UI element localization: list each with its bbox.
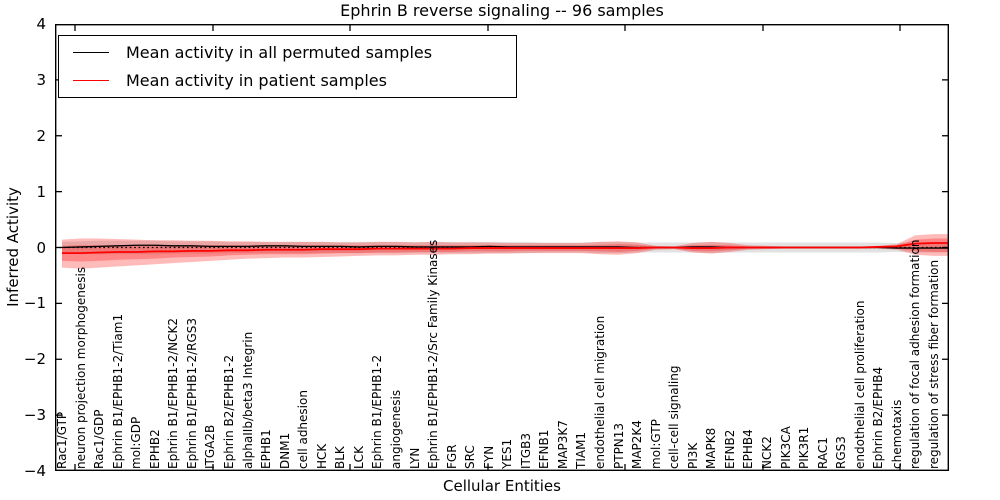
x-category-label: HCK — [314, 443, 329, 469]
y-tick-label: −1 — [23, 294, 46, 313]
x-category-label: RAC1 — [815, 437, 830, 469]
x-category-label: Ephrin B1/EPHB1-2/RGS3 — [184, 317, 199, 469]
x-category-label: Ephrin B1/EPHB1-2/Src Family Kinases — [426, 239, 441, 469]
x-category-label: endothelial cell proliferation — [852, 300, 867, 469]
x-category-label: regulation of stress fiber formation — [927, 259, 941, 469]
y-tick-label: 0 — [36, 238, 46, 257]
x-category-label: NCK2 — [760, 436, 775, 469]
x-category-label: Ephrin B1/EPHB1-2/NCK2 — [166, 318, 181, 469]
x-category-label: BLK — [333, 446, 348, 469]
x-category-label: Ephrin B2/EPHB4 — [871, 366, 886, 469]
chart-title: Ephrin B reverse signaling -- 96 samples — [340, 1, 664, 20]
chart-canvas — [55, 24, 949, 471]
x-category-label: MAP2K4 — [630, 420, 645, 469]
x-category-label: EFNB2 — [722, 429, 737, 469]
legend-entry-patient: Mean activity in patient samples — [59, 67, 516, 95]
x-category-label: ITGB3 — [518, 432, 533, 469]
x-category-label: SRC — [463, 445, 478, 469]
legend-entry-permuted: Mean activity in all permuted samples — [59, 39, 516, 67]
y-tick-label: −2 — [23, 350, 46, 369]
patient-mean-line — [62, 242, 949, 254]
x-category-label: ITGA2B — [203, 424, 218, 469]
x-category-label: PIK3CA — [778, 426, 793, 469]
x-category-label: YES1 — [500, 438, 515, 469]
y-tick-label: −3 — [23, 406, 46, 425]
x-category-label: TIAM1 — [574, 431, 589, 469]
x-category-label: cell adhesion — [296, 390, 311, 469]
x-axis-label: Cellular Entities — [443, 477, 561, 495]
patient-samples-range-inner-band — [62, 238, 949, 262]
x-category-label: PTPN13 — [611, 422, 626, 469]
x-category-label: RGS3 — [834, 436, 849, 469]
x-category-label: Rac1/GDP — [92, 409, 107, 469]
x-category-label: regulation of focal adhesion formation — [908, 239, 923, 469]
patient-line-swatch-icon — [73, 80, 109, 81]
x-category-label: FYN — [481, 445, 496, 469]
legend: Mean activity in all permuted samples Me… — [58, 35, 517, 98]
x-category-label: alphaIIb/beta3 Integrin — [240, 331, 255, 469]
x-category-label: neuron projection morphogenesis — [73, 266, 88, 469]
y-tick-label: −4 — [23, 462, 46, 480]
x-category-label: mol:GDP — [129, 416, 144, 469]
x-category-label: EPHB1 — [259, 429, 274, 469]
x-category-label: FGR — [444, 444, 459, 469]
x-category-label: EPHB4 — [741, 429, 756, 469]
x-category-label: PI3K — [685, 442, 700, 469]
x-category-label: EPHB2 — [147, 429, 162, 469]
plot-frame — [55, 24, 949, 471]
legend-label-patient: Mean activity in patient samples — [126, 71, 387, 90]
y-tick-label: 2 — [36, 126, 46, 145]
y-tick-label: 1 — [36, 182, 46, 201]
x-category-label: Rac1/GTP — [55, 411, 69, 469]
legend-label-permuted: Mean activity in all permuted samples — [126, 43, 433, 62]
x-category-label: Ephrin B1/EPHB1-2 — [370, 354, 385, 469]
y-tick-label: 4 — [36, 15, 46, 33]
x-category-label: MAPK8 — [704, 427, 719, 469]
x-category-label: MAP3K7 — [555, 420, 570, 469]
x-category-label: angiogenesis — [388, 389, 403, 469]
x-category-label: chemotaxis — [889, 399, 904, 469]
x-category-label: PIK3R1 — [797, 426, 812, 469]
x-category-label: Ephrin B2/EPHB1-2 — [221, 354, 236, 469]
patient-samples-range-outer-band — [62, 234, 949, 269]
x-category-label: mol:GTP — [648, 419, 663, 469]
permuted-line-swatch-icon — [73, 52, 109, 53]
x-category-label: LYN — [407, 447, 422, 469]
x-category-label: EFNB1 — [537, 429, 552, 469]
x-category-label: Ephrin B1/EPHB1-2/Tiam1 — [110, 313, 125, 469]
x-category-label: cell-cell signaling — [667, 365, 682, 470]
x-category-label: DNM1 — [277, 432, 292, 469]
x-category-label: LCK — [351, 446, 366, 469]
x-category-label: endothelial cell migration — [593, 315, 608, 469]
y-tick-label: 3 — [36, 70, 46, 89]
